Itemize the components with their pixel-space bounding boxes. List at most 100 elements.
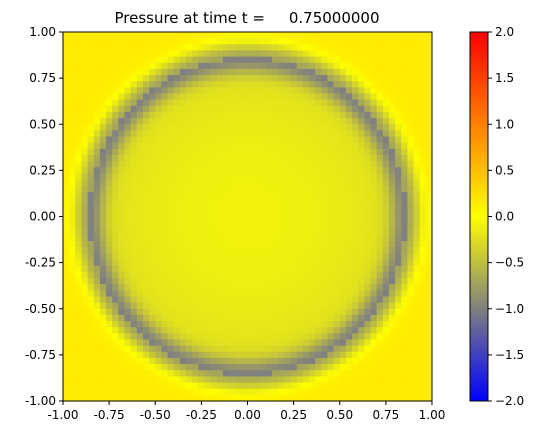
heatmap-cell [302, 173, 310, 180]
heatmap-cell [401, 81, 408, 88]
heatmap-cell [112, 394, 119, 402]
heatmap-cell [106, 247, 113, 254]
heatmap-cell [93, 87, 101, 94]
heatmap-cell [401, 253, 408, 260]
colorbar-segment [470, 56, 488, 61]
heatmap-cell [87, 38, 95, 45]
heatmap-cell [186, 327, 193, 334]
heatmap-cell [413, 87, 421, 94]
y-tick-label: -1.00 [25, 394, 56, 408]
heatmap-cell [253, 388, 261, 396]
heatmap-cell [425, 345, 433, 353]
heatmap-cell [155, 296, 162, 303]
heatmap-cell [229, 155, 236, 162]
heatmap-cell [241, 314, 248, 322]
heatmap-cell [284, 388, 291, 396]
heatmap-cell [327, 50, 334, 57]
heatmap-cell [106, 364, 113, 371]
heatmap-cell [425, 50, 433, 57]
heatmap-cell [388, 38, 396, 45]
heatmap-cell [204, 124, 211, 131]
heatmap-cell [75, 161, 82, 168]
heatmap-cell [81, 271, 88, 279]
heatmap-cell [339, 302, 347, 310]
heatmap-cell [272, 44, 279, 51]
heatmap-cell [419, 333, 427, 340]
heatmap-cell [179, 124, 187, 131]
heatmap-cell [401, 247, 408, 254]
heatmap-cell [75, 284, 82, 291]
heatmap-cell [235, 351, 242, 359]
heatmap-cell [149, 265, 156, 273]
heatmap-cell [118, 105, 125, 113]
heatmap-cell [179, 327, 187, 334]
heatmap-cell [358, 62, 365, 70]
heatmap-cell [106, 179, 113, 187]
heatmap-cell [382, 271, 390, 279]
heatmap-cell [173, 93, 181, 101]
heatmap-cell [296, 222, 304, 230]
heatmap-cell [339, 148, 347, 156]
heatmap-cell [358, 44, 365, 51]
heatmap-cell [321, 38, 328, 45]
heatmap-cell [321, 210, 328, 217]
heatmap-cell [142, 222, 150, 230]
heatmap-cell [81, 81, 88, 88]
heatmap-cell [87, 81, 95, 88]
heatmap-cell [99, 234, 107, 242]
heatmap-cell [272, 75, 279, 82]
heatmap-cell [216, 185, 224, 193]
heatmap-cell [425, 351, 433, 359]
heatmap-cell [333, 56, 341, 64]
heatmap-cell [419, 265, 427, 273]
heatmap-cell [69, 339, 76, 347]
heatmap-cell [179, 296, 187, 303]
heatmap-cell [112, 234, 119, 242]
heatmap-cell [216, 210, 224, 217]
heatmap-cell [296, 388, 304, 396]
heatmap-cell [364, 394, 371, 402]
heatmap-cell [93, 155, 101, 162]
heatmap-cell [81, 56, 88, 64]
heatmap-cell [99, 259, 107, 267]
heatmap-cell [388, 376, 396, 383]
heatmap-cell [99, 345, 107, 353]
heatmap-cell [106, 321, 113, 328]
heatmap-cell [216, 296, 224, 303]
heatmap-cell [364, 155, 371, 162]
heatmap-cell [401, 185, 408, 193]
heatmap-cell [376, 81, 384, 88]
heatmap-cell [376, 216, 384, 224]
colorbar-segment [470, 238, 488, 242]
heatmap-cell [161, 241, 168, 248]
heatmap-cell [75, 105, 82, 113]
heatmap-cell [241, 62, 248, 70]
heatmap-cell [290, 271, 298, 279]
heatmap-cell [425, 99, 433, 107]
heatmap-cell [173, 191, 181, 199]
heatmap-cell [155, 155, 162, 162]
heatmap-cell [186, 370, 193, 377]
heatmap-cell [216, 38, 224, 45]
heatmap-cell [419, 284, 427, 291]
heatmap-cell [173, 382, 181, 390]
heatmap-cell [278, 44, 285, 51]
heatmap-cell [155, 241, 162, 248]
heatmap-cell [302, 339, 310, 347]
heatmap-cell [278, 253, 285, 260]
heatmap-cell [425, 161, 433, 168]
heatmap-cell [315, 284, 322, 291]
heatmap-cell [235, 388, 242, 396]
heatmap-cell [161, 376, 168, 383]
heatmap-cell [204, 302, 211, 310]
heatmap-cell [173, 284, 181, 291]
heatmap-cell [216, 32, 224, 39]
heatmap-cell [106, 382, 113, 390]
heatmap-cell [265, 62, 273, 70]
heatmap-cell [413, 50, 421, 57]
heatmap-cell [161, 204, 168, 211]
heatmap-cell [382, 198, 390, 205]
heatmap-cell [106, 87, 113, 94]
heatmap-cell [87, 155, 95, 162]
heatmap-cell [401, 179, 408, 187]
